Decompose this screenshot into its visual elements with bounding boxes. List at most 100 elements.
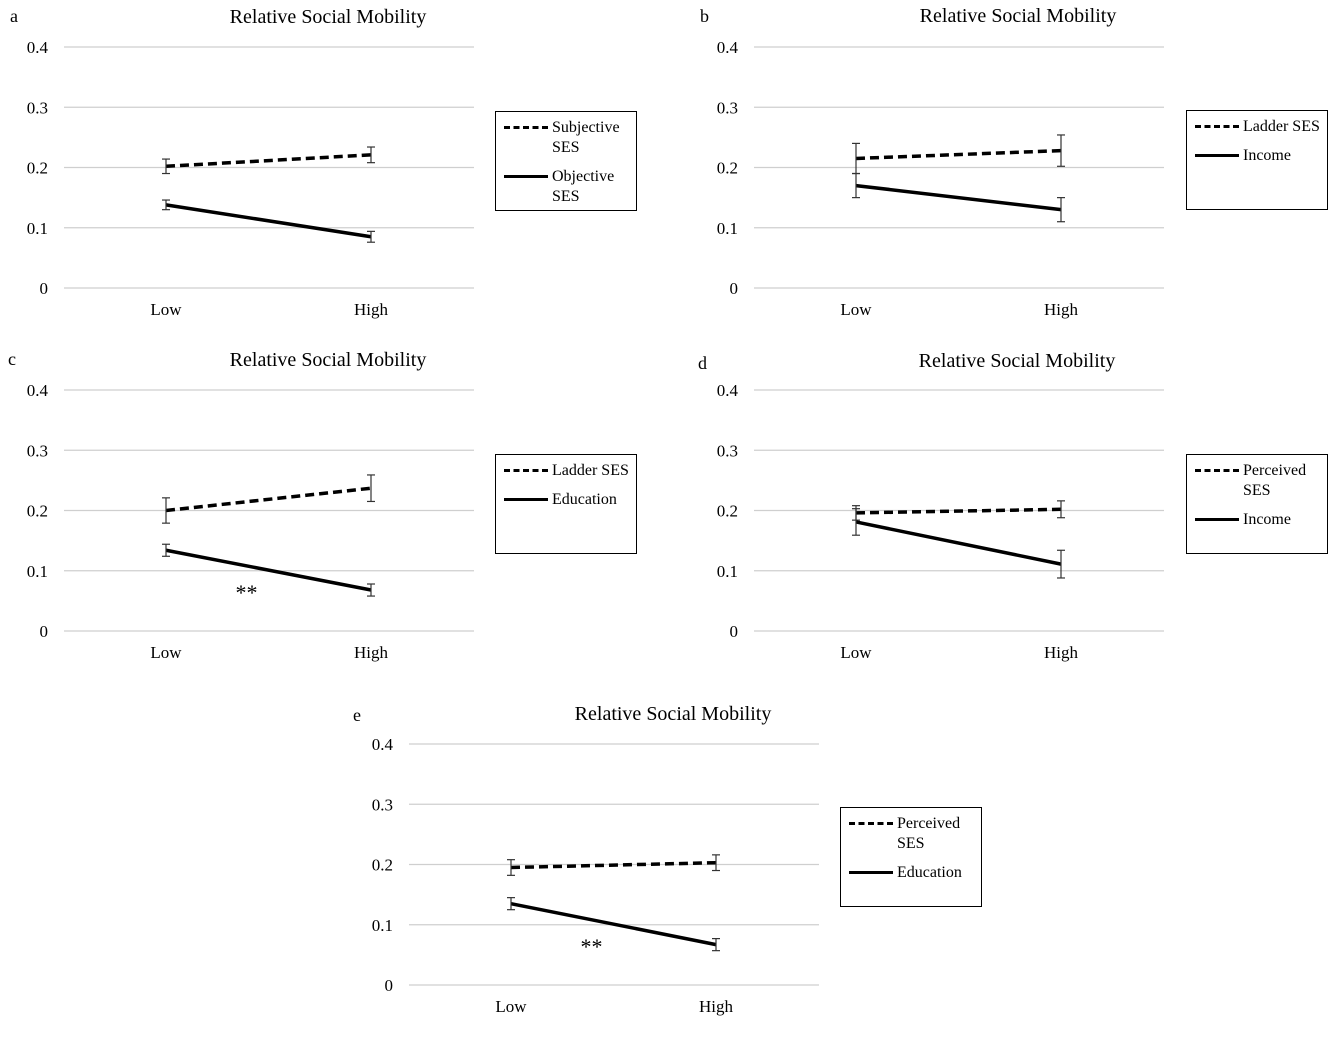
y-tick-label: 0.4 [372,735,394,754]
legend-item: Income [1195,146,1323,166]
chart-c-svg: c Relative Social Mobility 0.40.30.20.10… [8,349,474,662]
y-tick-label: 0.1 [27,219,48,238]
x-tick-label: High [354,300,389,319]
legend-dashed-line-icon [504,469,548,472]
legend-label: Perceived SES [897,815,961,852]
x-tick-label: Low [150,300,182,319]
chart-title: Relative Social Mobility [919,350,1116,372]
chart-title: Relative Social Mobility [230,6,427,28]
legend-label: Subjective SES [552,119,620,156]
legend-item: Education [849,863,977,883]
legend-item: Perceived SES [1195,461,1323,501]
legend: Ladder SES Income [1186,110,1328,210]
y-tick-label: 0.2 [372,856,393,875]
y-tick-label: 0.1 [717,562,738,581]
y-tick-label: 0.4 [717,381,739,400]
panel-letter: b [700,6,709,26]
x-tick-label: High [354,643,389,662]
legend: Subjective SES Objective SES [495,111,637,211]
chart-b-svg: b Relative Social Mobility 0.40.30.20.10… [700,5,1164,319]
series-line-solid [855,183,1062,212]
significance-annotation: ** [236,580,258,605]
x-tick-label: High [699,997,734,1016]
y-tick-label: 0.3 [717,98,738,117]
y-tick-label: 0 [40,279,49,298]
x-tick-label: Low [495,997,527,1016]
significance-annotation: ** [581,934,603,959]
legend-item: Ladder SES [1195,117,1323,137]
x-tick-label: Low [840,300,872,319]
chart-e-svg: e Relative Social Mobility 0.40.30.20.10… [353,703,819,1016]
legend-solid-line-icon [849,871,893,874]
legend: Ladder SES Education [495,454,637,554]
plot-area: 0.4 0.3 0.2 0.1 0 Low High ** [372,735,819,1016]
legend-label: Income [1243,147,1291,164]
legend-label: Objective SES [552,168,615,205]
legend-label: Ladder SES [1243,118,1320,135]
plot-area: 0.4 0.3 0.2 0.1 0 Low High [717,38,1164,319]
legend: Perceived SES Income [1186,454,1328,554]
y-tick-label: 0 [385,976,394,995]
chart-a-svg: a Relative Social Mobility 0.40.30.20.10… [10,6,474,319]
chart-title: Relative Social Mobility [920,5,1117,27]
y-tick-label: 0.1 [717,219,738,238]
panel-letter: d [698,353,707,373]
series-line-dashed [165,486,372,513]
panel-letter: a [10,6,18,26]
y-tick-label: 0.3 [27,98,48,117]
chart-panel-a: a Relative Social Mobility 0.4 0.3 0.2 0.1 0… [0,0,666,340]
chart-title: Relative Social Mobility [575,703,772,725]
legend: Perceived SES Education [840,807,982,907]
y-tick-label: 0.1 [27,562,48,581]
legend-dashed-line-icon [504,126,548,129]
legend-item: Education [504,490,632,510]
chart-panel-b: b Relative Social Mobility 0.4 0.3 0.2 0.1 0… [690,0,1333,340]
panel-letter: c [8,349,16,369]
legend-item: Ladder SES [504,461,632,481]
series-line-dashed [855,148,1062,161]
legend-solid-line-icon [504,498,548,501]
chart-d-svg: d Relative Social Mobility 0.40.30.20.10… [698,350,1164,662]
plot-area: 0.4 0.3 0.2 0.1 0 Low High [27,38,474,319]
y-tick-label: 0 [730,622,739,641]
x-tick-label: High [1044,300,1079,319]
legend-solid-line-icon [504,175,548,178]
legend-solid-line-icon [1195,518,1239,521]
x-tick-label: Low [150,643,182,662]
y-tick-label: 0.2 [27,502,48,521]
legend-dashed-line-icon [849,822,893,825]
y-tick-label: 0.2 [717,159,738,178]
legend-label: Ladder SES [552,462,629,479]
y-tick-label: 0.3 [372,795,393,814]
plot-area: 0.4 0.3 0.2 0.1 0 Low High ** [27,381,474,662]
y-tick-label: 0.4 [27,381,49,400]
y-tick-label: 0 [40,622,49,641]
legend-dashed-line-icon [1195,125,1239,128]
series-line-dashed [855,507,1062,515]
legend-label: Education [552,491,617,508]
panel-letter: e [353,705,361,725]
y-tick-label: 0.3 [27,441,48,460]
chart-panel-e: e Relative Social Mobility 0.4 0.3 0.2 0.1 0… [345,697,1011,1037]
legend-dashed-line-icon [1195,469,1239,472]
chart-panel-c: c Relative Social Mobility 0.4 0.3 0.2 0.1 0… [0,343,666,683]
plot-area: 0.4 0.3 0.2 0.1 0 Low High [717,381,1164,662]
chart-title: Relative Social Mobility [230,349,427,371]
y-tick-label: 0.4 [27,38,49,57]
y-tick-label: 0.2 [717,502,738,521]
x-tick-label: High [1044,643,1079,662]
legend-label: Education [897,864,962,881]
legend-item: Perceived SES [849,814,977,854]
legend-label: Perceived SES [1243,462,1307,499]
y-tick-label: 0.1 [372,916,393,935]
x-tick-label: Low [840,643,872,662]
series-line-solid [165,203,372,239]
y-tick-label: 0.4 [717,38,739,57]
legend-item: Subjective SES [504,118,632,158]
series-line-solid [165,548,372,592]
legend-item: Objective SES [504,167,632,207]
series-line-dashed [510,860,717,870]
series-line-dashed [165,153,372,169]
chart-panel-d: d Relative Social Mobility 0.4 0.3 0.2 0.1 0… [690,343,1333,683]
series-line-solid [855,520,1062,566]
